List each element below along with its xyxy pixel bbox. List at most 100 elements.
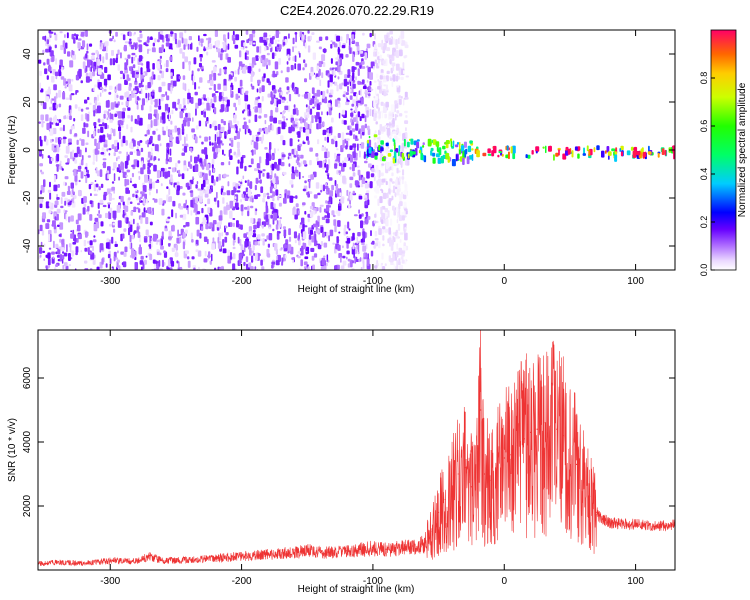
heatmap-cell (176, 260, 179, 264)
heatmap-cell (232, 263, 236, 270)
heatmap-cell (107, 203, 110, 209)
heatmap-cell (111, 197, 115, 200)
heatmap-cell (244, 206, 248, 210)
snr-frame (37, 329, 676, 571)
heatmap-cell (39, 70, 42, 76)
heatmap-cell (118, 176, 120, 181)
heatmap-cell (183, 146, 188, 153)
heatmap-cell (360, 238, 364, 243)
heatmap-cell (337, 102, 341, 108)
heatmap-cell (354, 180, 359, 186)
heatmap-cell (125, 101, 129, 107)
heatmap-cell (274, 173, 277, 178)
heatmap-cell (247, 179, 250, 187)
heatmap-cell (304, 78, 307, 83)
heatmap-cell (302, 188, 306, 192)
heatmap-cell (43, 258, 45, 261)
heatmap-cell (456, 142, 460, 145)
heatmap-cell (135, 71, 139, 75)
heatmap-cell (43, 243, 46, 247)
heatmap-cell (94, 125, 97, 129)
heatmap-cell (243, 261, 246, 266)
heatmap-cell (101, 137, 106, 142)
heatmap-cell (350, 192, 353, 201)
colorbar-ticks: 0.00.20.40.60.8 (699, 72, 715, 276)
heatmap-cell (351, 163, 355, 172)
heatmap-cell (81, 197, 84, 204)
heatmap-cell (396, 167, 399, 174)
heatmap-cell (364, 160, 368, 164)
heatmap-cell (311, 115, 314, 124)
heatmap-cell (85, 107, 90, 110)
heatmap-cell (89, 102, 92, 105)
heatmap-cell (73, 33, 77, 37)
heatmap-cell (97, 202, 100, 209)
heatmap-cell (346, 33, 349, 40)
heatmap-cell (398, 113, 403, 117)
heatmap-cell (109, 38, 113, 42)
heatmap-cell (229, 137, 231, 141)
heatmap-cell (208, 251, 211, 259)
heatmap-cell (386, 90, 389, 93)
heatmap-cell (123, 228, 127, 232)
heatmap-cell (58, 246, 62, 250)
heatmap-cell (105, 100, 110, 108)
heatmap-cell (338, 41, 341, 48)
heatmap-cell (269, 115, 274, 122)
heatmap-cell (245, 46, 248, 49)
heatmap-cell (318, 46, 322, 50)
heatmap-cell (182, 192, 186, 196)
heatmap-cell (227, 181, 230, 187)
heatmap-cell (388, 167, 391, 172)
heatmap-cell (66, 244, 68, 253)
heatmap-cell (395, 114, 399, 118)
heatmap-cell (74, 133, 78, 137)
heatmap-cell (221, 91, 224, 97)
heatmap-cell (229, 148, 232, 154)
heatmap-cell (387, 210, 390, 218)
heatmap-cell (148, 113, 152, 120)
heatmap-cell (191, 128, 195, 133)
heatmap-region (471, 145, 675, 162)
heatmap-cell (362, 245, 367, 252)
heatmap-cell (155, 242, 159, 245)
heatmap-cell (120, 52, 122, 59)
heatmap-cell (63, 47, 66, 54)
heatmap-cell (190, 210, 193, 216)
heatmap-cell (93, 110, 96, 117)
heatmap-cell (358, 240, 361, 244)
heatmap-cell (253, 141, 256, 149)
heatmap-cell (356, 165, 360, 168)
heatmap-cell (366, 43, 371, 49)
heatmap-cell (137, 208, 141, 213)
heatmap-cell (147, 48, 149, 54)
heatmap-cell (266, 78, 270, 83)
heatmap-cell (388, 39, 393, 45)
heatmap-cell (329, 74, 333, 83)
heatmap-cell (194, 156, 198, 164)
heatmap-cell (77, 165, 82, 170)
heatmap-cell (186, 168, 189, 172)
heatmap-cell (416, 139, 420, 142)
heatmap-cell (361, 66, 366, 69)
heatmap-cell (114, 145, 118, 152)
heatmap-cell (278, 202, 282, 207)
heatmap-cell (197, 68, 200, 72)
heatmap-cell (210, 186, 213, 189)
heatmap-cell (392, 157, 395, 164)
heatmap-cell (401, 259, 405, 264)
heatmap-cell (122, 34, 126, 41)
heatmap-cell (93, 223, 98, 232)
heatmap-cell (59, 254, 63, 262)
heatmap-cell (99, 244, 102, 253)
heatmap-cell (273, 98, 277, 106)
heatmap-cell (54, 267, 57, 270)
heatmap-cell (54, 33, 58, 41)
heatmap-cell (360, 142, 365, 149)
heatmap-cell (368, 139, 372, 146)
heatmap-cell (41, 153, 44, 159)
heatmap-cell (380, 147, 384, 152)
heatmap-cell (185, 199, 187, 204)
heatmap-cell (238, 97, 241, 106)
heatmap-cell (197, 250, 202, 257)
